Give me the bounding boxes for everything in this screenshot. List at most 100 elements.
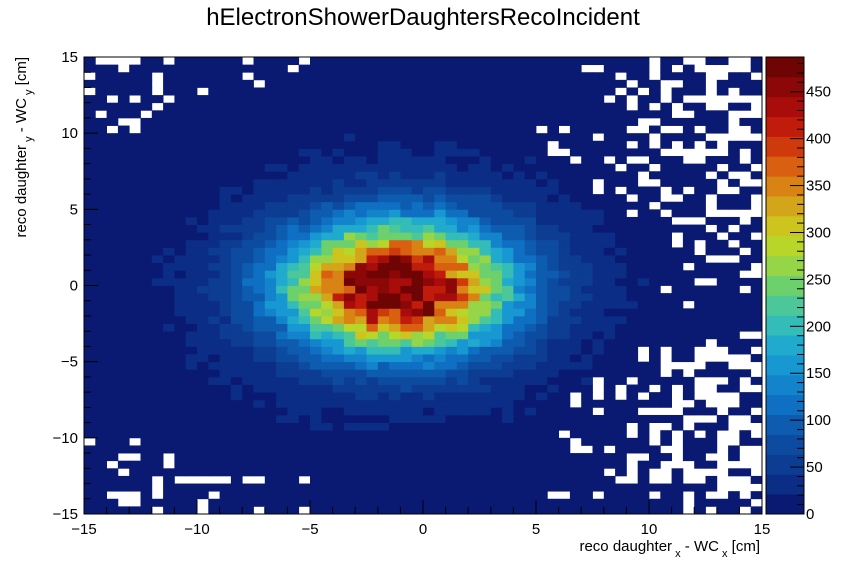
heatmap-cell <box>276 369 288 378</box>
heatmap-cell <box>479 376 492 385</box>
heatmap-cell <box>649 369 661 378</box>
heatmap-cell <box>84 57 96 66</box>
heatmap-cell <box>129 354 141 363</box>
heatmap-cell <box>298 491 311 500</box>
heatmap-cell <box>411 422 424 431</box>
heatmap-cell <box>321 369 333 378</box>
heatmap-cell <box>276 262 288 271</box>
heatmap-cell <box>298 95 311 104</box>
heatmap-cell <box>174 64 187 73</box>
heatmap-cell <box>615 209 627 218</box>
heatmap-cell <box>343 216 356 225</box>
heatmap-cell <box>603 361 616 370</box>
heatmap-cell <box>208 407 220 416</box>
heatmap-cell <box>343 148 356 157</box>
heatmap-cell <box>626 407 639 416</box>
heatmap-cell <box>502 498 514 507</box>
heatmap-cell <box>230 308 243 317</box>
heatmap-cell <box>219 224 232 233</box>
heatmap-cell <box>569 64 582 73</box>
heatmap-cell <box>208 361 220 370</box>
heatmap-cell <box>310 498 322 507</box>
heatmap-cell <box>310 125 322 134</box>
heatmap-cell <box>592 110 605 119</box>
heatmap-cell <box>174 57 187 66</box>
heatmap-cell <box>547 247 559 256</box>
heatmap-cell <box>682 308 695 317</box>
heatmap-cell <box>502 285 514 294</box>
heatmap-cell <box>513 87 526 96</box>
heatmap-cell <box>524 255 537 264</box>
heatmap-cell <box>671 95 684 104</box>
heatmap-cell <box>411 247 424 256</box>
heatmap-cell <box>671 483 684 492</box>
heatmap-cell <box>592 57 605 66</box>
heatmap-cell <box>536 445 548 454</box>
heatmap-cell <box>547 460 559 469</box>
heatmap-cell <box>95 95 107 104</box>
heatmap-cell <box>174 194 187 203</box>
heatmap-cell <box>117 201 130 210</box>
heatmap-cell <box>536 255 548 264</box>
heatmap-cell <box>490 148 503 157</box>
y-tick-label: 0 <box>70 278 78 295</box>
heatmap-cell <box>682 437 695 446</box>
heatmap-cell <box>163 300 175 309</box>
heatmap-cell <box>626 117 639 126</box>
heatmap-cell <box>310 376 322 385</box>
heatmap-cell <box>558 293 571 302</box>
heatmap-cell <box>264 376 277 385</box>
heatmap-cell <box>716 125 729 134</box>
heatmap-cell <box>490 407 503 416</box>
heatmap-cell <box>479 72 492 81</box>
heatmap-cell <box>671 491 684 500</box>
heatmap-cell <box>649 460 661 469</box>
heatmap-cell <box>310 277 322 286</box>
heatmap-cell <box>626 300 639 309</box>
heatmap-cell <box>264 209 277 218</box>
heatmap-cell <box>84 399 96 408</box>
heatmap-cell <box>558 194 571 203</box>
heatmap-cell <box>84 270 96 279</box>
heatmap-cell <box>536 460 548 469</box>
heatmap-cell <box>163 293 175 302</box>
heatmap-cell <box>264 506 277 515</box>
heatmap-cell <box>434 468 446 477</box>
heatmap-cell <box>411 506 424 515</box>
heatmap-cell <box>490 399 503 408</box>
heatmap-cell <box>389 437 401 446</box>
heatmap-cell <box>400 468 413 477</box>
heatmap-cell <box>400 285 413 294</box>
heatmap-cell <box>163 140 175 149</box>
heatmap-cell <box>366 156 379 165</box>
heatmap-cell <box>208 354 220 363</box>
heatmap-cell <box>547 437 559 446</box>
heatmap-cell <box>411 460 424 469</box>
heatmap-cell <box>558 422 571 431</box>
heatmap-cell <box>637 460 650 469</box>
heatmap-cell <box>750 354 763 363</box>
heatmap-cell <box>490 384 503 393</box>
heatmap-cell <box>185 102 198 111</box>
heatmap-cell <box>185 308 198 317</box>
heatmap-cell <box>332 171 345 180</box>
heatmap-cell <box>84 239 96 248</box>
heatmap-cell <box>660 110 672 119</box>
heatmap-cell <box>716 110 729 119</box>
heatmap-cell <box>445 285 458 294</box>
heatmap-cell <box>547 102 559 111</box>
heatmap-cell <box>569 163 582 172</box>
heatmap-cell <box>219 178 232 187</box>
heatmap-cell <box>592 483 605 492</box>
heatmap-cell <box>750 376 763 385</box>
heatmap-cell <box>750 323 763 332</box>
heatmap-cell <box>230 209 243 218</box>
heatmap-cell <box>287 133 300 142</box>
heatmap-cell <box>434 430 446 439</box>
heatmap-cell <box>705 232 718 241</box>
heatmap-cell <box>298 133 311 142</box>
heatmap-cell <box>343 239 356 248</box>
heatmap-cell <box>569 239 582 248</box>
heatmap-cell <box>750 285 763 294</box>
heatmap-cell <box>682 407 695 416</box>
